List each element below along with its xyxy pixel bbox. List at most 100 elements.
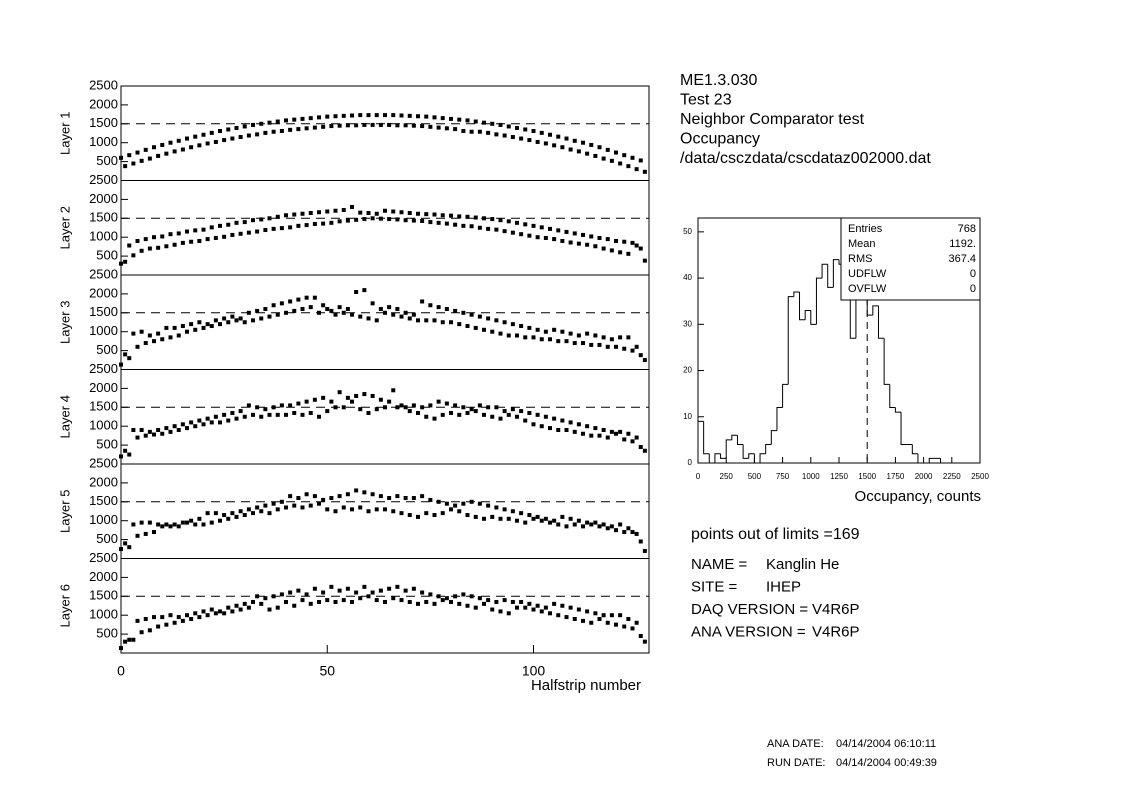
point [407,113,412,118]
point [304,295,309,300]
point [362,217,367,222]
point [131,427,136,432]
point [477,596,482,601]
point [168,613,173,618]
point [428,303,433,308]
point [354,488,359,493]
point [428,124,433,129]
info-value: IHEP [766,578,801,595]
point [131,161,136,166]
point [630,348,635,353]
point [420,405,425,410]
point [205,416,210,421]
point [213,511,218,516]
point [222,611,227,616]
point [325,209,330,214]
y-tick-label: 1500 [89,304,118,319]
point [510,599,515,604]
stats-label: Mean [848,238,876,250]
point [440,116,445,121]
point [444,307,449,312]
point [193,522,198,527]
hist-bin [703,421,710,455]
point [387,586,392,591]
point [618,335,623,340]
point [515,605,519,610]
point [638,633,643,638]
point [589,433,594,438]
point [527,601,532,606]
point [494,318,499,323]
point [267,314,272,319]
hist-bin [832,259,839,288]
point [127,637,132,642]
point [395,217,400,222]
info-label: ANA VERSION = [691,623,806,640]
point [234,416,239,421]
point [548,132,552,137]
point [428,592,433,597]
point [642,358,647,363]
point [123,448,128,453]
point [329,399,334,404]
point [222,138,227,143]
point [222,316,227,321]
point [486,130,491,135]
point [370,122,375,127]
point [284,213,288,218]
point [477,314,482,319]
y-tick-label: 2500 [89,361,118,376]
point [449,116,453,121]
point [585,424,590,429]
info-label: DAQ VERSION = [691,601,808,618]
point [255,132,260,137]
point [535,412,540,417]
point [564,229,569,234]
point [350,507,354,512]
point [465,603,470,608]
point [387,217,392,222]
point [226,605,231,610]
point [457,509,462,514]
info-label: SITE = [691,578,738,595]
point [535,139,540,144]
point [234,603,239,608]
point [139,329,144,334]
point [407,409,412,414]
point [230,511,235,516]
point [502,229,507,234]
point [469,312,474,317]
point [457,117,462,122]
point [147,628,152,633]
point [490,329,495,334]
point [614,622,618,627]
point [572,522,577,527]
point [127,452,132,457]
point [246,310,251,315]
point [193,327,198,332]
point [296,297,301,302]
point [581,341,585,346]
point [271,405,276,410]
point [477,225,482,230]
y-tick-label: 2500 [89,550,118,565]
point [506,333,511,338]
point [300,116,305,121]
point [378,494,383,499]
point [556,427,561,432]
point [131,331,136,336]
point [477,403,482,408]
point [609,613,614,618]
x-axis-label: Halfstrip number [531,677,641,694]
point [234,220,239,225]
point [444,221,449,226]
point [407,599,412,604]
point [119,454,123,459]
point [527,325,532,330]
point [618,429,623,434]
point [469,224,474,229]
point [275,312,280,317]
point [498,609,503,614]
point [271,501,276,506]
y-tick-label: 2500 [89,455,118,470]
